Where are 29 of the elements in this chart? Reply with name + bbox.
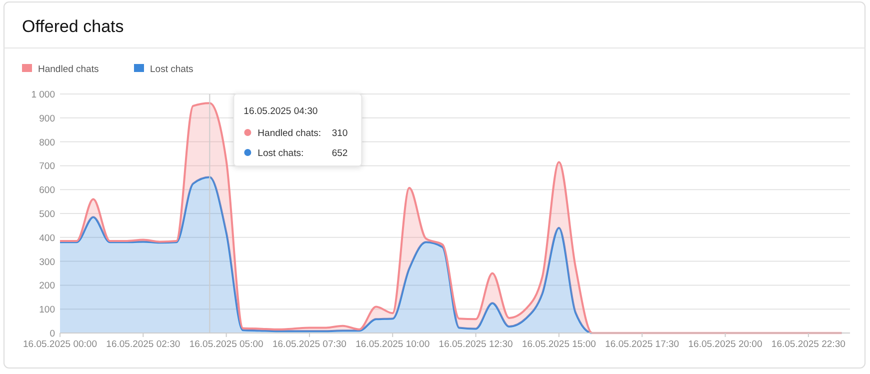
x-tick-label: 16.05.2025 07:30 (272, 339, 346, 350)
legend-label: Handled chats (38, 64, 99, 75)
annotation: Lost chats: (258, 148, 304, 159)
y-tick-label: 900 (39, 113, 55, 124)
y-tick-label: 600 (39, 185, 55, 196)
y-tick-label: 700 (39, 161, 55, 172)
y-tick-label: 400 (39, 232, 55, 244)
x-tick-label: 16.05.2025 05:00 (189, 339, 264, 350)
x-tick-label: 16.05.2025 12:30 (438, 339, 513, 350)
x-tick-label: 16.05.2025 15:00 (522, 339, 596, 350)
x-tick-label: 16.05.2025 02:30 (106, 339, 180, 350)
annotation: Handled chats: (258, 128, 322, 139)
x-tick-label: 16.05.2025 22:30 (771, 339, 846, 350)
y-tick-label: 1 000 (31, 90, 55, 100)
legend-label: Lost chats (150, 64, 194, 75)
annotation: 310 (332, 128, 348, 139)
y-tick-label: 800 (39, 137, 55, 148)
x-tick-label: 16.05.2025 10:00 (356, 339, 430, 350)
y-tick-label: 500 (39, 209, 55, 220)
annotation: 652 (332, 148, 348, 159)
y-tick-label: 200 (39, 280, 55, 292)
annotation: 16.05.2025 04:30 (244, 106, 318, 117)
x-tick-label: 16.05.2025 20:00 (688, 339, 762, 350)
x-tick-label: 16.05.2025 00:00 (23, 339, 97, 350)
y-tick-label: 0 (50, 328, 55, 340)
y-tick-label: 100 (39, 304, 55, 316)
chart-title: Offered chats (22, 17, 124, 36)
x-tick-label: 16.05.2025 17:30 (605, 339, 680, 350)
y-tick-label: 300 (39, 256, 55, 268)
